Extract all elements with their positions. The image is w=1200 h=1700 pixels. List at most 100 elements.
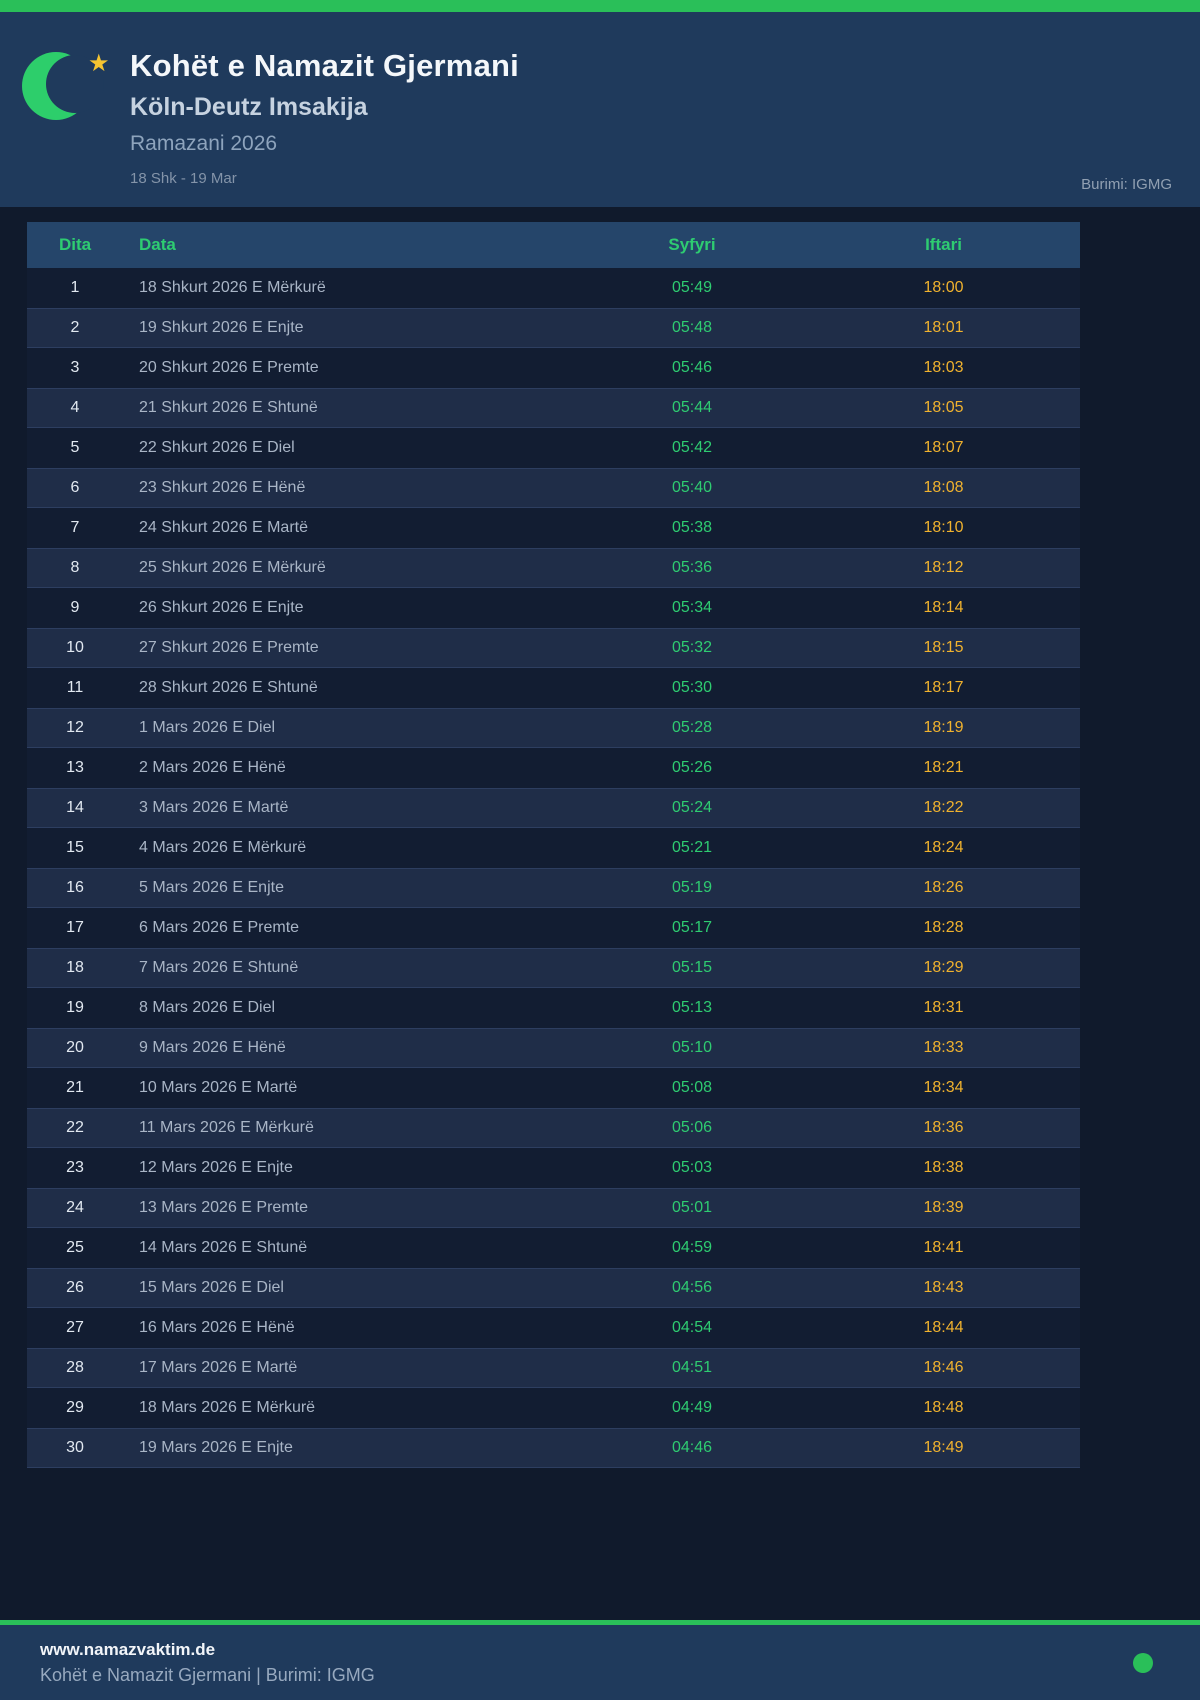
table-row: 7 24 Shkurt 2026 E Martë 05:38 18:10 — [27, 508, 1080, 548]
day-cell: 21 — [66, 1079, 84, 1096]
syfyri-time-cell: 05:24 — [671, 799, 713, 816]
date-cell: 6 Mars 2026 E Premte — [139, 919, 300, 936]
date-cell: 15 Mars 2026 E Diel — [139, 1279, 284, 1296]
date-cell: 27 Shkurt 2026 E Premte — [139, 639, 319, 656]
syfyri-time-cell: 05:13 — [671, 999, 713, 1016]
spacer — [0, 1468, 1200, 1620]
date-cell: 7 Mars 2026 E Shtunë — [139, 959, 299, 976]
date-cell: 22 Shkurt 2026 E Diel — [139, 439, 295, 456]
date-cell: 24 Shkurt 2026 E Martë — [139, 519, 308, 536]
syfyri-time-cell: 05:03 — [671, 1159, 713, 1176]
iftari-time-cell: 18:14 — [923, 599, 964, 616]
iftari-time-cell: 18:26 — [923, 879, 964, 896]
date-cell: 18 Mars 2026 E Mërkurë — [139, 1399, 316, 1416]
day-cell: 15 — [66, 839, 84, 856]
iftari-time-cell: 18:15 — [923, 639, 964, 656]
iftari-time-cell: 18:34 — [923, 1079, 964, 1096]
page-footer: www.namazvaktim.de Kohët e Namazit Gjerm… — [0, 1625, 1200, 1700]
table-row: 1 18 Shkurt 2026 E Mërkurë 05:49 18:00 — [27, 268, 1080, 308]
iftari-time-cell: 18:10 — [923, 519, 964, 536]
date-cell: 11 Mars 2026 E Mërkurë — [139, 1119, 314, 1136]
day-cell: 10 — [66, 639, 84, 656]
day-cell: 11 — [66, 679, 84, 696]
syfyri-time-cell: 05:32 — [671, 639, 713, 656]
table-row: 30 19 Mars 2026 E Enjte 04:46 18:49 — [27, 1428, 1080, 1468]
day-cell: 18 — [66, 959, 84, 976]
iftari-time-cell: 18:36 — [923, 1119, 964, 1136]
green-dot-icon — [1133, 1652, 1153, 1673]
table-row: 18 7 Mars 2026 E Shtunë 05:15 18:29 — [27, 948, 1080, 988]
title-block: Kohët e Namazit Gjermani Köln-Deutz Imsa… — [130, 48, 519, 187]
iftari-time-cell: 18:46 — [923, 1359, 964, 1376]
syfyri-time-cell: 05:08 — [671, 1079, 713, 1096]
iftari-time-cell: 18:33 — [923, 1039, 964, 1056]
footer-tagline: Kohët e Namazit Gjermani | Burimi: IGMG — [40, 1664, 375, 1685]
day-cell: 28 — [66, 1359, 84, 1376]
syfyri-time-cell: 05:46 — [671, 359, 713, 376]
syfyri-time-cell: 05:34 — [671, 599, 713, 616]
date-cell: 21 Shkurt 2026 E Shtunë — [139, 399, 318, 416]
day-cell: 20 — [66, 1039, 84, 1056]
date-cell: 28 Shkurt 2026 E Shtunë — [139, 679, 318, 696]
day-cell: 14 — [66, 799, 84, 816]
crescent-moon-icon — [22, 52, 104, 120]
page-title: Kohët e Namazit Gjermani — [130, 48, 519, 83]
day-cell: 4 — [70, 399, 80, 416]
date-range-label: 18 Shk - 19 Mar — [130, 170, 237, 187]
date-cell: 3 Mars 2026 E Martë — [139, 799, 289, 816]
table-row: 16 5 Mars 2026 E Enjte 05:19 18:26 — [27, 868, 1080, 908]
iftari-time-cell: 18:44 — [923, 1319, 964, 1336]
date-cell: 18 Shkurt 2026 E Mërkurë — [139, 279, 326, 296]
day-cell: 29 — [66, 1399, 84, 1416]
syfyri-time-cell: 05:06 — [671, 1119, 713, 1136]
table-row: 10 27 Shkurt 2026 E Premte 05:32 18:15 — [27, 628, 1080, 668]
table-row: 8 25 Shkurt 2026 E Mërkurë 05:36 18:12 — [27, 548, 1080, 588]
table-row: 3 20 Shkurt 2026 E Premte 05:46 18:03 — [27, 348, 1080, 388]
date-cell: 14 Mars 2026 E Shtunë — [139, 1239, 308, 1256]
iftari-time-cell: 18:22 — [923, 799, 964, 816]
table-row: 25 14 Mars 2026 E Shtunë 04:59 18:41 — [27, 1228, 1080, 1268]
column-header-syfyri: Syfyri — [668, 235, 716, 254]
column-header-data: Data — [139, 235, 176, 254]
iftari-time-cell: 18:28 — [923, 919, 964, 936]
day-cell: 2 — [70, 319, 80, 336]
syfyri-time-cell: 05:38 — [671, 519, 713, 536]
syfyri-time-cell: 05:48 — [671, 319, 713, 336]
syfyri-time-cell: 04:51 — [671, 1359, 713, 1376]
column-header-iftari: Iftari — [925, 235, 962, 254]
table-row: 6 23 Shkurt 2026 E Hënë 05:40 18:08 — [27, 468, 1080, 508]
iftari-time-cell: 18:03 — [923, 359, 964, 376]
table-row: 28 17 Mars 2026 E Martë 04:51 18:46 — [27, 1348, 1080, 1388]
day-cell: 24 — [66, 1199, 84, 1216]
table-row: 12 1 Mars 2026 E Diel 05:28 18:19 — [27, 708, 1080, 748]
date-cell: 1 Mars 2026 E Diel — [139, 719, 276, 736]
star-icon: ★ — [88, 50, 110, 77]
table-row: 15 4 Mars 2026 E Mërkurë 05:21 18:24 — [27, 828, 1080, 868]
date-cell: 9 Mars 2026 E Hënë — [139, 1039, 286, 1056]
date-cell: 2 Mars 2026 E Hënë — [139, 759, 286, 776]
date-cell: 16 Mars 2026 E Hënë — [139, 1319, 295, 1336]
iftari-time-cell: 18:31 — [923, 999, 964, 1016]
table-row: 9 26 Shkurt 2026 E Enjte 05:34 18:14 — [27, 588, 1080, 628]
day-cell: 5 — [70, 439, 80, 456]
syfyri-time-cell: 04:59 — [671, 1239, 713, 1256]
day-cell: 27 — [66, 1319, 84, 1336]
day-cell: 23 — [66, 1159, 84, 1176]
top-accent-bar — [0, 0, 1200, 12]
syfyri-time-cell: 05:40 — [671, 479, 713, 496]
day-cell: 3 — [70, 359, 80, 376]
iftari-time-cell: 18:07 — [923, 439, 964, 456]
day-cell: 22 — [66, 1119, 84, 1136]
website-label: www.namazvaktim.de — [40, 1639, 216, 1659]
iftari-time-cell: 18:01 — [923, 319, 964, 336]
syfyri-time-cell: 05:15 — [671, 959, 713, 976]
iftari-time-cell: 18:29 — [923, 959, 964, 976]
table-row: 27 16 Mars 2026 E Hënë 04:54 18:44 — [27, 1308, 1080, 1348]
column-header-dita: Dita — [58, 235, 92, 254]
iftari-time-cell: 18:48 — [923, 1399, 964, 1416]
page-header: ★ Kohët e Namazit Gjermani Köln-Deutz Im… — [0, 12, 1200, 207]
table-row: 23 12 Mars 2026 E Enjte 05:03 18:38 — [27, 1148, 1080, 1188]
day-cell: 7 — [70, 519, 80, 536]
day-cell: 6 — [70, 479, 80, 496]
iftari-time-cell: 18:21 — [923, 759, 964, 776]
